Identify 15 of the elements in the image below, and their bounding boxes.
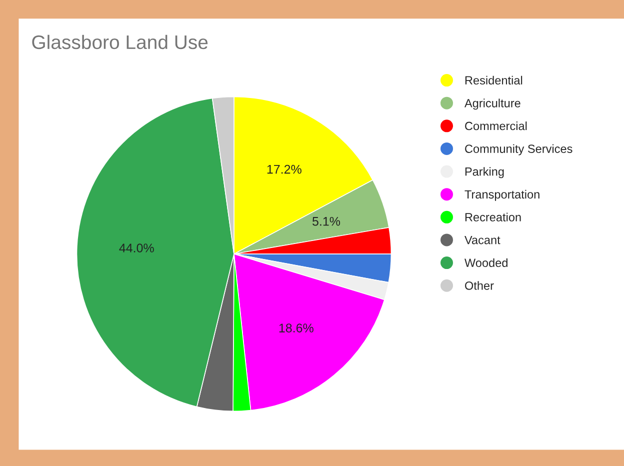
legend-label: Wooded: [464, 258, 508, 268]
legend-label: Agriculture: [464, 98, 520, 110]
legend-label: Vacant: [464, 236, 500, 244]
data-label: 5.1%: [312, 216, 340, 226]
legend-label: Parking: [465, 167, 504, 178]
chart-title: Glassboro Land Use: [32, 34, 208, 50]
data-label: 17.2%: [267, 164, 302, 174]
legend-label: Transportation: [464, 190, 540, 201]
legend-label: Commercial: [465, 121, 527, 130]
legend-label: Recreation: [465, 212, 521, 222]
data-label: 44.0%: [119, 244, 154, 252]
data-label: 18.6%: [279, 324, 314, 332]
legend-label: Other: [465, 281, 494, 290]
legend-label: Community Services: [465, 144, 572, 156]
legend-label: Residential: [465, 76, 522, 85]
